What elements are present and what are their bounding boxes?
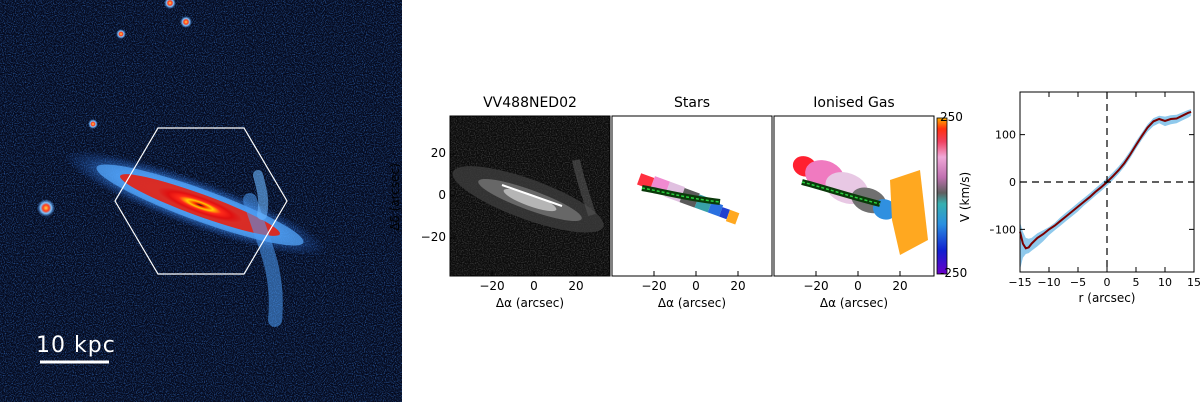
scale-bar-label: 10 kpc [36,333,116,358]
x-tick-label: −20 [803,279,829,293]
colorbar-max-label: 250 [940,110,963,124]
galaxy-image [0,0,402,402]
y-tick-label: −100 [990,223,1016,236]
panel-stars [612,116,772,276]
panel-gas [774,116,934,276]
y-tick-label: −20 [420,230,446,244]
rotation-curve-svg: −15 −10 −5 0 5 10 15 100 0 −100 r (arcsec) [986,91,1200,305]
x-tick-label: 5 [1133,276,1140,289]
y-tick-label: 100 [995,129,1016,142]
x-tick-label: 20 [730,279,746,293]
panel-title-3: Ionised Gas [813,95,895,111]
x-tick-label: −20 [641,279,667,293]
x-tick-label: −20 [479,279,505,293]
colorbar-min-label: -250 [940,266,968,280]
fov-hexagon [114,127,288,275]
panel-image [449,115,611,277]
chart-xlabel: r (arcsec) [1079,291,1136,305]
x-tick-label: −10 [1037,276,1060,289]
x-tick-label: 0 [692,279,700,293]
rotation-curve-line [1019,110,1192,250]
x-tick-label: −15 [1008,276,1031,289]
rotation-curve-chart: −15 −10 −5 0 5 10 15 100 0 −100 r (arcsec) [986,80,1200,320]
maps-ylabel: Δδ (arcsec) [388,163,402,231]
x-tick-label: −5 [1070,276,1086,289]
maps-xlabel-2: Δα (arcsec) [657,296,727,310]
x-tick-label: 20 [892,279,908,293]
y-tick-label: 0 [1009,176,1016,189]
y-tick-label: 20 [430,146,446,160]
maps-svg [449,115,948,277]
maps-xlabel-1: Δα (arcsec) [495,296,565,310]
colorbar [936,117,948,275]
uncertainty-band [1020,109,1192,270]
x-tick-label: 15 [1187,276,1200,289]
slit-line [501,184,563,207]
colorbar-label: V (km/s) [958,171,972,223]
maps-xlabel-3: Δα (arcsec) [819,296,889,310]
x-tick-label: 0 [854,279,862,293]
panel-title-2: Stars [673,95,710,111]
x-tick-label: 20 [568,279,584,293]
maps-figure: VV488NED02 Stars Ionised Gas 20 0 −20 Δδ… [380,80,972,320]
panel-title-1: VV488NED02 [483,95,577,111]
x-tick-label: 0 [530,279,538,293]
maps-axis-ticks [450,153,901,276]
galaxy-image-panel: 10 kpc [0,0,402,402]
x-tick-label: 10 [1158,276,1172,289]
x-tick-label: 0 [1104,276,1111,289]
y-tick-label: 0 [438,188,446,202]
